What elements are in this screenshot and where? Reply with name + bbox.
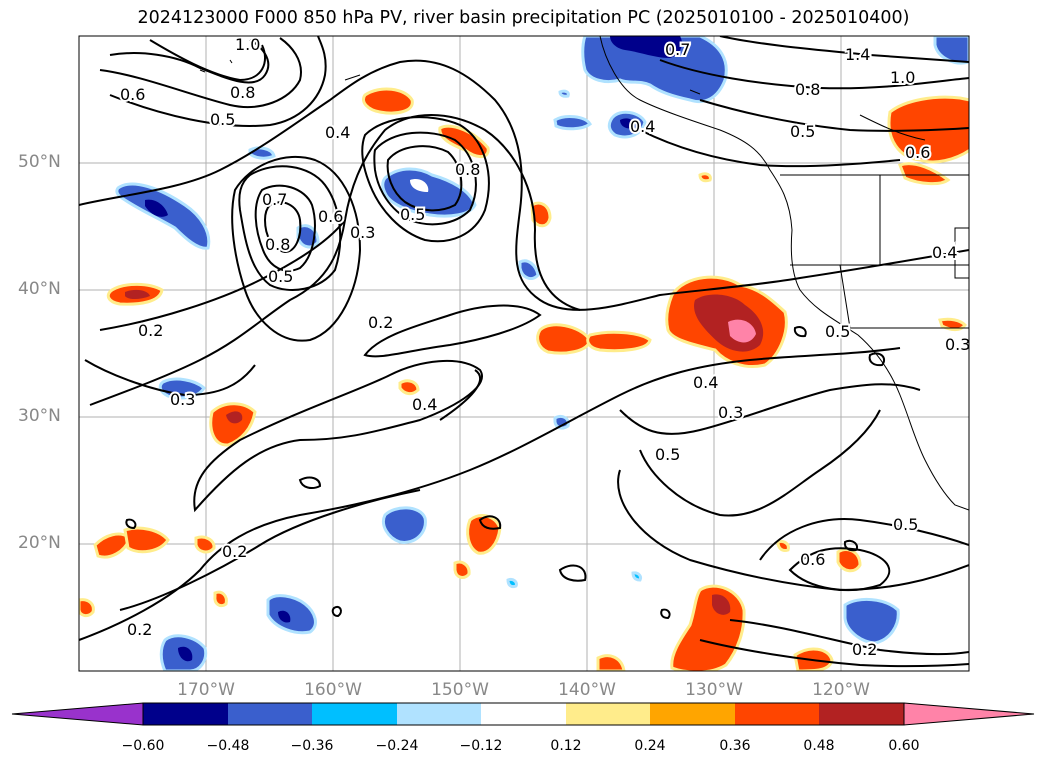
contour-label: 0.3 bbox=[170, 390, 195, 409]
contour-label: 1.0 bbox=[235, 35, 260, 54]
colorbar-tick: 0.12 bbox=[550, 738, 582, 754]
lat-label-30n: 30°N bbox=[18, 406, 61, 426]
contour-label: 0.2 bbox=[127, 620, 152, 639]
contour-label: 0.7 bbox=[665, 40, 690, 59]
lon-label-170w: 170°W bbox=[177, 680, 235, 700]
contour-label: 0.8 bbox=[795, 80, 820, 99]
contour-label: 0.6 bbox=[120, 85, 145, 104]
contour-label: 0.5 bbox=[400, 205, 425, 224]
colorbar-tick: 0.48 bbox=[803, 738, 835, 754]
colorbar-extend-max bbox=[903, 702, 1035, 726]
contour-label: 0.5 bbox=[210, 110, 235, 129]
contour-label: 0.3 bbox=[350, 223, 375, 242]
map-frame bbox=[78, 35, 970, 672]
contour-label: 0.4 bbox=[932, 243, 957, 262]
colorbar-tick: −0.60 bbox=[121, 738, 165, 754]
contour-label: 0.8 bbox=[455, 160, 480, 179]
contour-label: 0.2 bbox=[368, 313, 393, 332]
colorbar-tick: −0.48 bbox=[206, 738, 250, 754]
lon-label-150w: 150°W bbox=[431, 680, 489, 700]
colorbar-tick: 0.36 bbox=[719, 738, 751, 754]
colorbar-extend-min bbox=[11, 702, 144, 726]
colorbar-tick: 0.60 bbox=[888, 738, 920, 754]
positive-anomalies bbox=[79, 87, 969, 671]
contour-label: 0.6 bbox=[318, 207, 343, 226]
map-title: 2024123000 F000 850 hPa PV, river basin … bbox=[137, 8, 910, 28]
lon-label-130w: 130°W bbox=[685, 680, 743, 700]
contour-label: 0.8 bbox=[265, 235, 290, 254]
colorbar-tick: −0.24 bbox=[375, 738, 419, 754]
colorbar bbox=[11, 702, 1035, 726]
contour-label: 0.2 bbox=[852, 640, 877, 659]
contour-label: 0.3 bbox=[718, 403, 743, 422]
lon-label-140w: 140°W bbox=[558, 680, 616, 700]
contour-label: 0.5 bbox=[790, 122, 815, 141]
colorbar-tick: −0.12 bbox=[459, 738, 503, 754]
map-panel: 1.0 0.6 0.8 0.5 0.4 0.7 0.6 0.8 0.5 0.3 … bbox=[79, 35, 970, 671]
contour-label: 0.4 bbox=[630, 117, 655, 136]
colorbar-tick: 0.24 bbox=[634, 738, 666, 754]
lon-label-120w: 120°W bbox=[812, 680, 870, 700]
contour-label: 0.4 bbox=[412, 395, 437, 414]
lon-label-160w: 160°W bbox=[304, 680, 362, 700]
contour-label: 0.5 bbox=[655, 445, 680, 464]
lat-label-40n: 40°N bbox=[18, 279, 61, 299]
lat-label-50n: 50°N bbox=[18, 152, 61, 172]
contour-label: 0.5 bbox=[893, 515, 918, 534]
contour-label: 0.6 bbox=[800, 550, 825, 569]
contour-label: 0.4 bbox=[693, 373, 718, 392]
contour-label: 0.2 bbox=[222, 542, 247, 561]
contour-labels: 1.0 0.6 0.8 0.5 0.4 0.7 0.6 0.8 0.5 0.3 … bbox=[118, 35, 970, 661]
contour-label: 1.4 bbox=[845, 45, 870, 64]
contour-label: 0.2 bbox=[138, 321, 163, 340]
contour-label: 0.6 bbox=[905, 143, 930, 162]
colorbar-tick: −0.36 bbox=[290, 738, 334, 754]
pv-contours bbox=[79, 36, 969, 668]
lat-label-20n: 20°N bbox=[18, 533, 61, 553]
contour-label: 0.8 bbox=[230, 83, 255, 102]
contour-label: 0.5 bbox=[268, 267, 293, 286]
coastline bbox=[199, 36, 969, 511]
contour-label: 0.3 bbox=[945, 335, 970, 354]
contour-label: 1.0 bbox=[890, 68, 915, 87]
contour-label: 0.4 bbox=[325, 123, 350, 142]
contour-label: 0.5 bbox=[825, 322, 850, 341]
contour-label: 0.7 bbox=[262, 190, 287, 209]
